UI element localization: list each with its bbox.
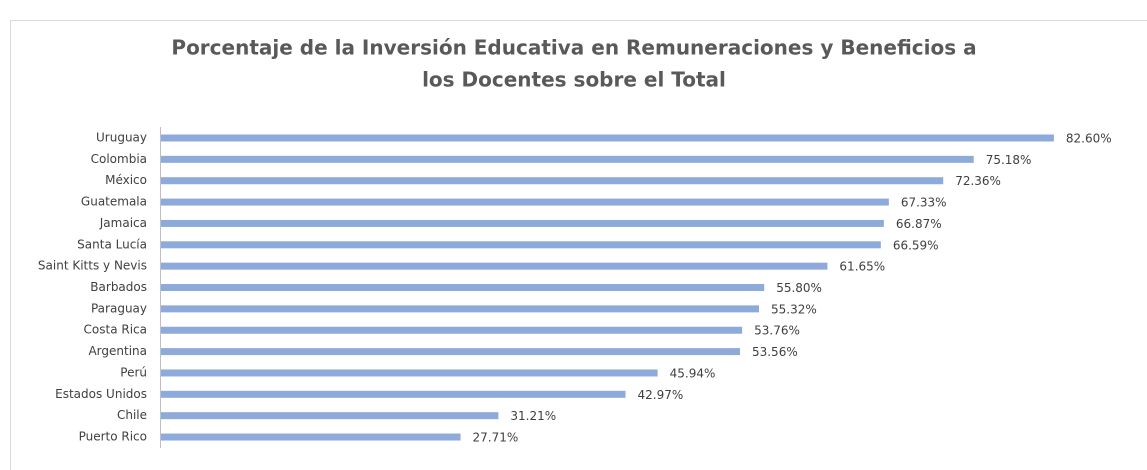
y-tick-label: Santa Lucía bbox=[77, 237, 147, 251]
y-tick-label: Colombia bbox=[91, 152, 147, 166]
data-label: 82.60% bbox=[1066, 132, 1112, 146]
data-label: 66.59% bbox=[893, 238, 939, 252]
data-label: 75.18% bbox=[986, 153, 1032, 167]
bar bbox=[161, 284, 765, 292]
bar bbox=[161, 326, 743, 334]
y-tick-label: Estados Unidos bbox=[55, 387, 147, 401]
y-tick-label: Argentina bbox=[88, 344, 147, 358]
y-tick-label: Paraguay bbox=[91, 301, 147, 315]
data-label: 27.71% bbox=[473, 431, 519, 445]
bar bbox=[161, 305, 760, 313]
y-tick-label: Perú bbox=[120, 365, 147, 379]
data-label: 55.80% bbox=[776, 281, 822, 295]
bar bbox=[161, 348, 740, 356]
data-label: 53.76% bbox=[754, 324, 800, 338]
y-tick-label: México bbox=[105, 173, 147, 187]
chart-title: Porcentaje de la Inversión Educativa en … bbox=[171, 36, 976, 60]
bar bbox=[161, 155, 974, 163]
bar bbox=[161, 390, 626, 398]
data-label: 53.56% bbox=[752, 345, 798, 359]
bar bbox=[161, 198, 889, 206]
bar bbox=[161, 262, 828, 270]
data-label: 67.33% bbox=[901, 196, 947, 210]
bar bbox=[161, 177, 944, 185]
chart-title: los Docentes sobre el Total bbox=[422, 68, 726, 92]
y-tick-label: Guatemala bbox=[81, 195, 147, 209]
y-tick-label: Jamaica bbox=[99, 216, 147, 230]
bar bbox=[161, 412, 499, 420]
bar bbox=[161, 433, 461, 441]
y-tick-label: Saint Kitts y Nevis bbox=[38, 259, 147, 273]
y-tick-label: Puerto Rico bbox=[79, 430, 147, 444]
bar bbox=[161, 134, 1054, 142]
y-tick-label: Uruguay bbox=[96, 131, 147, 145]
y-tick-label: Chile bbox=[117, 408, 147, 422]
data-label: 61.65% bbox=[839, 260, 885, 274]
bar bbox=[161, 241, 881, 249]
y-tick-label: Costa Rica bbox=[84, 323, 147, 337]
y-tick-label: Barbados bbox=[90, 280, 147, 294]
data-label: 42.97% bbox=[638, 388, 684, 402]
bar bbox=[161, 219, 884, 227]
data-label: 72.36% bbox=[955, 174, 1001, 188]
data-label: 55.32% bbox=[771, 302, 817, 316]
bar bbox=[161, 369, 658, 377]
data-label: 31.21% bbox=[510, 409, 556, 423]
data-label: 45.94% bbox=[670, 366, 716, 380]
data-label: 66.87% bbox=[896, 217, 942, 231]
